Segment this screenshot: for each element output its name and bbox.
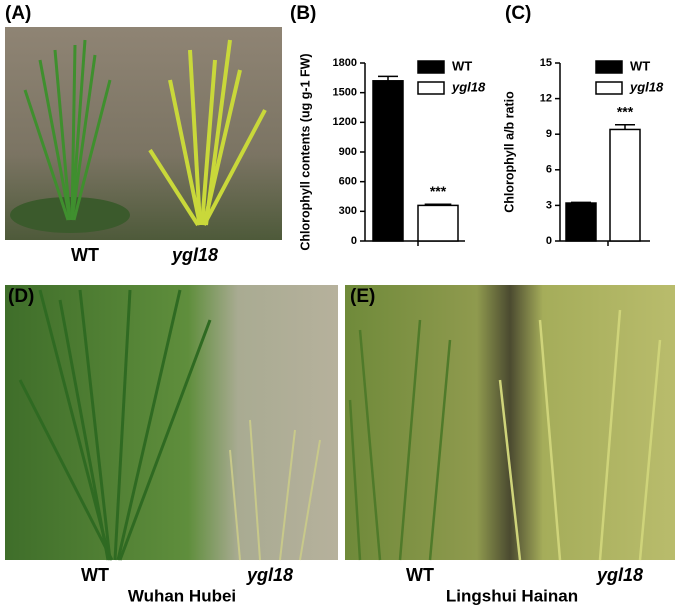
caption: WT — [406, 565, 434, 585]
legend-label: ygl18 — [451, 79, 486, 94]
y-tick-label: 1800 — [333, 57, 357, 69]
y-axis-label: Chlorophyll contents (ug g-1 FW) — [298, 53, 312, 250]
y-tick-label: 600 — [339, 176, 357, 188]
legend-swatch — [417, 81, 445, 95]
error-bar — [615, 123, 635, 130]
y-tick-label: 900 — [339, 146, 357, 158]
panel-label: (C) — [505, 3, 531, 24]
error-bar — [571, 201, 591, 204]
location: Wuhan Hubei — [128, 586, 236, 605]
caption: ygl18 — [246, 565, 293, 585]
error-bar — [378, 75, 398, 81]
caption: WT — [81, 565, 109, 585]
bar — [565, 202, 597, 242]
legend-label: WT — [630, 58, 650, 73]
legend-swatch — [595, 81, 623, 95]
legend-swatch — [417, 60, 445, 74]
panel-label: (D) — [8, 286, 34, 307]
y-tick-label: 1200 — [333, 116, 357, 128]
caption: ygl18 — [171, 245, 218, 265]
significance: *** — [430, 183, 447, 199]
panel-label: (A) — [5, 3, 31, 24]
y-tick-label: 3 — [546, 199, 552, 211]
y-tick-label: 15 — [540, 57, 552, 69]
legend-label: WT — [452, 58, 472, 73]
bar — [417, 204, 459, 242]
y-tick-label: 12 — [540, 93, 552, 105]
y-tick-label: 9 — [546, 128, 552, 140]
caption: WT — [71, 245, 99, 265]
location: Lingshui Hainan — [446, 586, 578, 605]
y-tick-label: 300 — [339, 205, 357, 217]
bar — [372, 80, 404, 242]
photo-a — [5, 27, 282, 240]
error-bar — [424, 203, 452, 206]
photo-e — [345, 285, 675, 561]
panel-label: (E) — [350, 286, 375, 307]
caption: ygl18 — [596, 565, 643, 585]
legend-swatch — [595, 60, 623, 74]
y-tick-label: 6 — [546, 164, 552, 176]
y-axis-label: Chlorophyll a/b ratio — [502, 91, 516, 213]
legend-label: ygl18 — [629, 79, 664, 94]
y-tick-label: 1500 — [333, 87, 357, 99]
bar — [609, 128, 641, 242]
panel-label: (B) — [290, 3, 316, 24]
y-tick-label: 0 — [546, 235, 552, 247]
photo-d — [5, 285, 338, 561]
significance: *** — [617, 103, 634, 119]
y-tick-label: 0 — [351, 235, 357, 247]
